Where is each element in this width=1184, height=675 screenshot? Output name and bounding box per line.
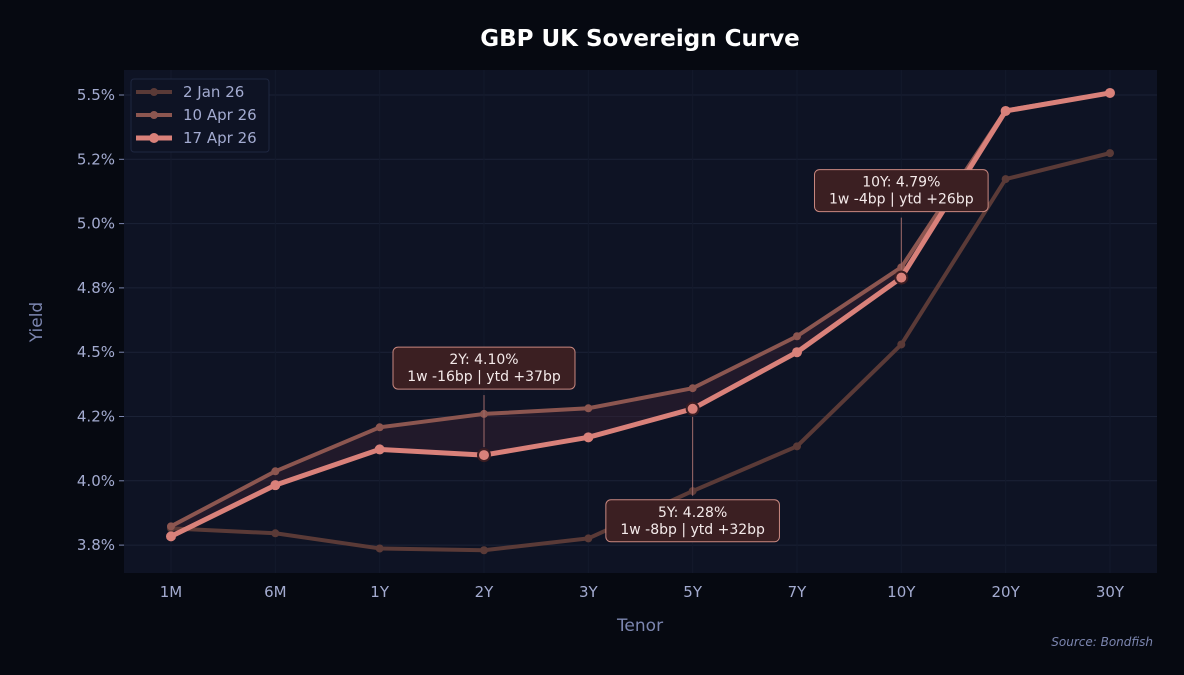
annotation-box <box>392 346 576 390</box>
data-point[interactable] <box>791 347 802 358</box>
x-tick-label: 3Y <box>579 583 599 601</box>
annotation-box <box>605 499 780 543</box>
annotation-detail: 1w -16bp | ytd +37bp <box>407 369 561 385</box>
legend-marker <box>150 88 158 96</box>
x-tick-label: 10Y <box>887 583 916 601</box>
legend-item[interactable]: 17 Apr 26 <box>136 129 257 147</box>
data-point[interactable] <box>792 332 801 341</box>
legend-label: 17 Apr 26 <box>183 129 257 147</box>
data-point[interactable] <box>271 467 280 476</box>
data-point[interactable] <box>1105 149 1114 158</box>
data-point[interactable] <box>374 444 385 455</box>
y-tick-label: 4.5% <box>77 343 115 361</box>
legend-box <box>130 78 270 153</box>
y-tick-label: 4.8% <box>77 279 115 297</box>
data-point[interactable] <box>1000 105 1011 116</box>
data-point[interactable] <box>375 423 384 432</box>
legend-label: 2 Jan 26 <box>183 83 244 101</box>
annotation-5y: 5Y: 4.28%1w -8bp | ytd +32bp <box>605 401 780 543</box>
x-tick-label: 2Y <box>475 583 495 601</box>
data-point[interactable] <box>897 340 906 349</box>
highlight-point <box>894 270 909 285</box>
highlight-point <box>685 401 700 416</box>
data-point[interactable] <box>375 544 384 553</box>
x-tick-label: 30Y <box>1096 583 1125 601</box>
data-point[interactable] <box>583 432 594 443</box>
x-tick-label: 1M <box>160 583 183 601</box>
data-point[interactable] <box>167 522 175 531</box>
x-tick-label: 7Y <box>788 583 808 601</box>
x-tick-label: 20Y <box>992 583 1021 601</box>
y-tick-label: 3.8% <box>77 536 115 554</box>
annotation-2y: 2Y: 4.10%1w -16bp | ytd +37bp <box>392 346 576 463</box>
data-point[interactable] <box>166 531 176 542</box>
highlight-point <box>476 448 491 463</box>
y-tick-label: 5.0% <box>77 215 115 233</box>
annotation-title: 2Y: 4.10% <box>449 352 518 368</box>
data-point[interactable] <box>584 534 593 543</box>
x-tick-label: 5Y <box>683 583 703 601</box>
annotation-title: 5Y: 4.28% <box>658 505 727 521</box>
legend-label: 10 Apr 26 <box>183 106 257 124</box>
data-point[interactable] <box>792 442 801 451</box>
legend-item[interactable]: 10 Apr 26 <box>136 106 257 124</box>
x-tick-label: 6M <box>264 583 287 601</box>
data-point[interactable] <box>688 384 697 393</box>
annotation-box <box>814 169 989 213</box>
annotation-10y: 10Y: 4.79%1w -4bp | ytd +26bp <box>814 169 989 285</box>
legend-item[interactable]: 2 Jan 26 <box>136 83 244 101</box>
y-tick-label: 4.0% <box>77 472 115 490</box>
data-point[interactable] <box>271 529 280 538</box>
legend-marker <box>150 111 158 119</box>
data-point[interactable] <box>270 480 281 491</box>
plot-area <box>124 70 1157 573</box>
annotation-detail: 1w -8bp | ytd +32bp <box>620 522 765 538</box>
x-axis-label: Tenor <box>616 616 663 636</box>
legend-marker <box>149 133 159 143</box>
annotation-title: 10Y: 4.79% <box>862 175 940 191</box>
y-tick-label: 5.5% <box>77 86 115 104</box>
source-note: Source: Bondfish <box>1051 635 1153 649</box>
data-point[interactable] <box>584 404 593 413</box>
data-point[interactable] <box>1104 87 1115 98</box>
data-point[interactable] <box>1001 175 1010 184</box>
y-tick-label: 5.2% <box>77 150 115 168</box>
data-point[interactable] <box>479 546 488 555</box>
y-tick-label: 4.2% <box>77 408 115 426</box>
x-tick-label: 1Y <box>370 583 390 601</box>
y-axis-label: Yield <box>27 302 47 343</box>
annotation-detail: 1w -4bp | ytd +26bp <box>829 192 974 208</box>
chart-title: GBP UK Sovereign Curve <box>480 26 800 52</box>
